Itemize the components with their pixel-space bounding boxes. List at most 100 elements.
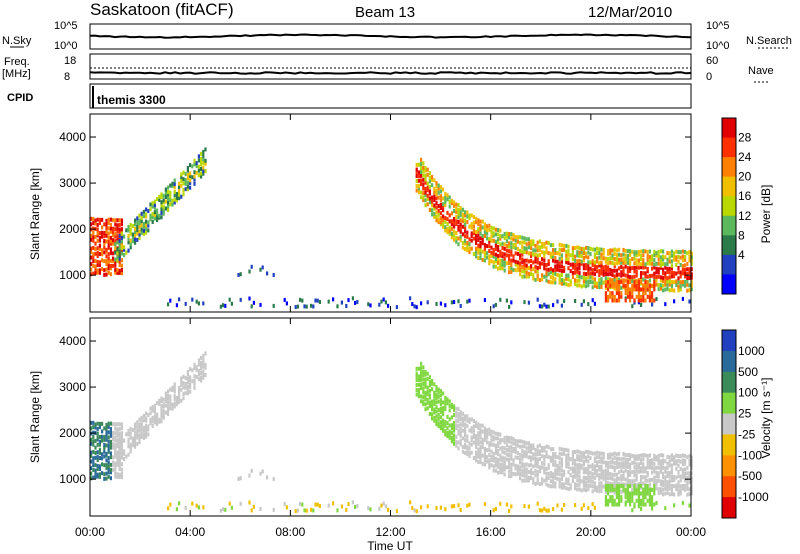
velocity-echo-cell [563, 469, 566, 474]
power-echo-cell [646, 287, 649, 292]
power-echo-cell [151, 211, 154, 216]
velocity-echo-cell [563, 502, 566, 507]
power-echo-cell [468, 224, 471, 229]
power-echo-cell [624, 278, 627, 283]
velocity-echo-cell [640, 484, 643, 489]
velocity-echo-cell [156, 419, 159, 424]
power-echo-cell [442, 222, 445, 227]
power-echo-cell [494, 264, 497, 269]
power-echo-cell [470, 233, 473, 238]
power-echo-cell [565, 249, 568, 254]
power-echo-cell [684, 274, 687, 279]
velocity-echo-cell [578, 466, 581, 471]
velocity-echo-cell [604, 468, 607, 473]
power-echo-cell [514, 268, 517, 273]
power-echo-cell [633, 274, 636, 279]
power-echo-cell [490, 250, 493, 255]
power-echo-cell [631, 279, 634, 284]
velocity-echo-cell [457, 419, 460, 424]
power-echo-cell [107, 245, 110, 250]
velocity-echo-cell [677, 458, 680, 463]
power-echo-cell [615, 283, 618, 288]
velocity-echo-cell [642, 491, 645, 496]
power-echo-cell [149, 213, 152, 218]
velocity-echo-cell [666, 473, 669, 478]
velocity-echo-cell [499, 462, 502, 467]
velocity-echo-cell [675, 466, 678, 471]
power-echo-cell [109, 217, 112, 222]
power-echo-cell [395, 305, 398, 310]
velocity-echo-cell [569, 466, 572, 471]
power-echo-cell [637, 294, 640, 299]
velocity-echo-cell [626, 457, 629, 462]
power-echo-cell [538, 304, 541, 309]
power-echo-cell [681, 254, 684, 259]
velocity-echo-cell [552, 462, 555, 467]
velocity-echo-cell [545, 482, 548, 487]
velocity-echo-cell [136, 441, 139, 446]
velocity-echo-cell [657, 465, 660, 470]
velocity-echo-cell [530, 462, 533, 467]
power-echo-cell [538, 265, 541, 270]
velocity-echo-cell [668, 479, 671, 484]
power-echo-cell [563, 247, 566, 252]
power-echo-cell [554, 280, 557, 285]
velocity-echo-cell [657, 471, 660, 476]
velocity-echo-cell [653, 491, 656, 496]
velocity-echo-cell [466, 414, 469, 419]
velocity-echo-cell [145, 416, 148, 421]
velocity-echo-cell [607, 461, 610, 466]
velocity-echo-cell [510, 462, 513, 467]
power-echo-cell [114, 242, 117, 247]
power-echo-cell [635, 294, 638, 299]
velocity-echo-cell [422, 381, 425, 386]
power-echo-cell [422, 195, 425, 200]
velocity-echo-cell [200, 378, 203, 383]
power-echo-cell [677, 249, 680, 254]
velocity-echo-cell [613, 490, 616, 495]
velocity-echo-cell [651, 477, 654, 482]
power-echo-cell [464, 229, 467, 234]
velocity-echo-cell [125, 454, 128, 459]
power-echo-cell [602, 280, 605, 285]
velocity-echo-cell [424, 402, 427, 407]
velocity-echo-cell [508, 436, 511, 441]
velocity-echo-cell [543, 448, 546, 453]
power-echo-cell [92, 255, 95, 260]
velocity-echo-cell [173, 404, 176, 409]
power-echo-cell [569, 279, 572, 284]
velocity-echo-cell [140, 420, 143, 425]
velocity-echo-cell [420, 370, 423, 375]
power-echo-cell [178, 196, 181, 201]
velocity-echo-cell [589, 479, 592, 484]
velocity-echo-cell [589, 456, 592, 461]
power-echo-cell [578, 254, 581, 259]
velocity-echo-cell [565, 464, 568, 469]
power-echo-cell [611, 294, 614, 299]
velocity-echo-cell [536, 449, 539, 454]
velocity-echo-cell [182, 391, 185, 396]
velocity-echo-cell [197, 358, 200, 363]
velocity-echo-cell [675, 483, 678, 488]
velocity-echo-cell [646, 478, 649, 483]
velocity-echo-cell [536, 452, 539, 457]
velocity-echo-cell [239, 501, 242, 506]
velocity-echo-cell [422, 369, 425, 374]
velocity-echo-cell [662, 465, 665, 470]
velocity-echo-cell [662, 453, 665, 458]
power-echo-cell [193, 170, 196, 175]
power-echo-cell [448, 213, 451, 218]
power-echo-cell [145, 230, 148, 235]
velocity-echo-cell [109, 467, 112, 472]
velocity-echo-cell [598, 464, 601, 469]
velocity-echo-cell [554, 471, 557, 476]
power-echo-cell [567, 252, 570, 257]
velocity-echo-cell [437, 412, 440, 417]
power-echo-cell [239, 272, 242, 277]
power-echo-cell [219, 304, 222, 309]
velocity-echo-cell [659, 463, 662, 468]
velocity-echo-cell [475, 434, 478, 439]
power-echo-cell [109, 241, 112, 246]
power-echo-cell [175, 303, 178, 308]
velocity-echo-cell [479, 435, 482, 440]
